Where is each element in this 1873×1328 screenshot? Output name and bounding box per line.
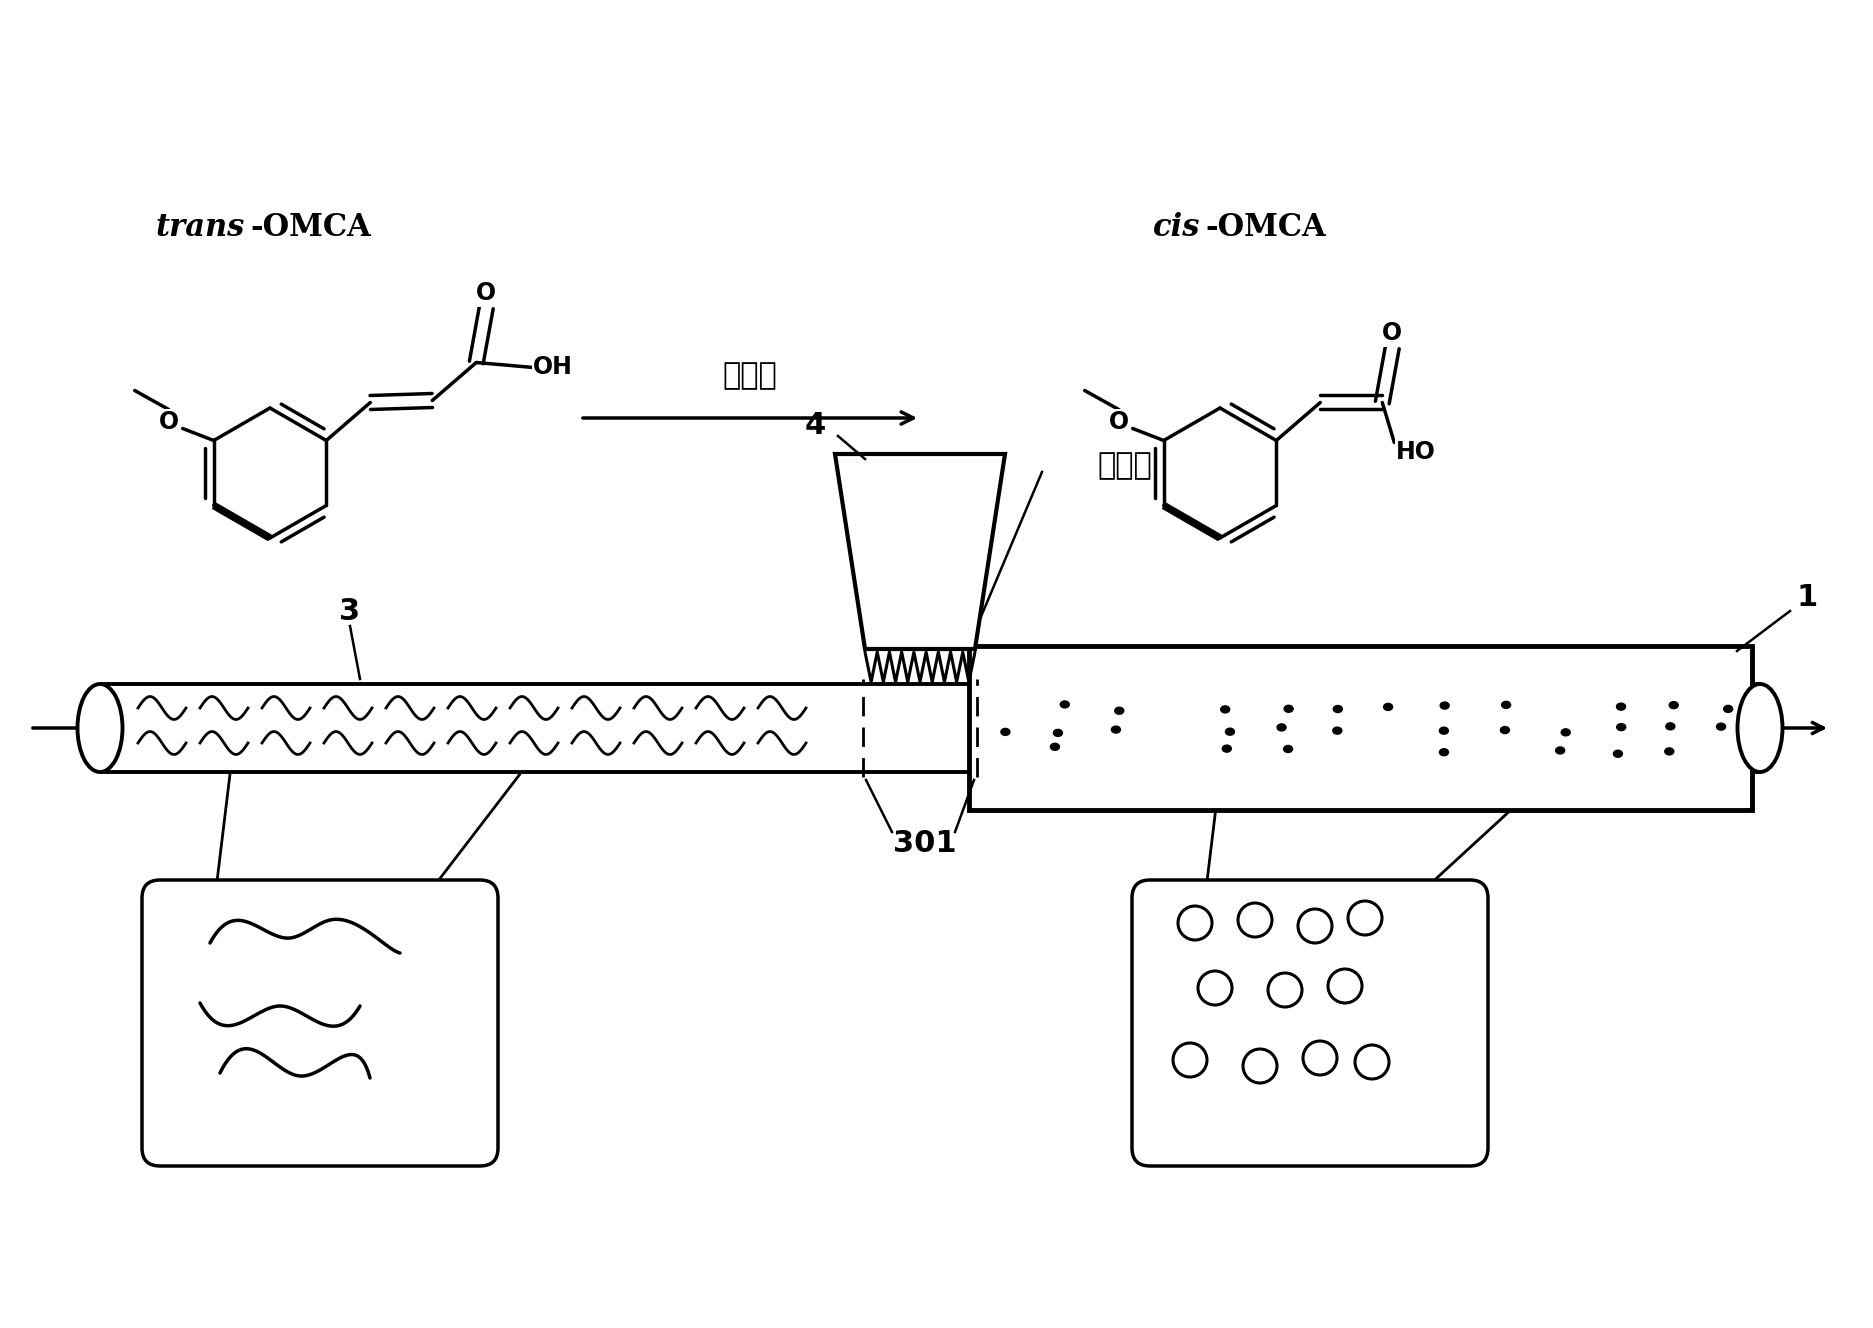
Text: O: O [1382, 321, 1401, 345]
Ellipse shape [1663, 748, 1673, 754]
Text: 紫外光: 紫外光 [1098, 452, 1152, 481]
Ellipse shape [1332, 728, 1341, 734]
Ellipse shape [1723, 705, 1733, 712]
Text: 紫外光: 紫外光 [723, 361, 777, 390]
Text: O: O [159, 410, 178, 434]
Ellipse shape [1225, 728, 1234, 736]
Ellipse shape [1283, 705, 1292, 712]
Ellipse shape [1051, 744, 1058, 750]
Text: -OMCA: -OMCA [1204, 212, 1324, 243]
Ellipse shape [77, 684, 122, 772]
Ellipse shape [1111, 726, 1120, 733]
Ellipse shape [1219, 706, 1229, 713]
Text: OH: OH [534, 356, 573, 380]
Ellipse shape [1276, 724, 1285, 730]
Text: 4: 4 [804, 412, 826, 441]
Ellipse shape [1332, 705, 1341, 713]
Ellipse shape [1438, 749, 1448, 756]
Ellipse shape [1283, 745, 1292, 753]
Ellipse shape [1665, 722, 1674, 730]
Text: HO: HO [1395, 441, 1435, 465]
Ellipse shape [1053, 729, 1062, 737]
Ellipse shape [1736, 684, 1781, 772]
Ellipse shape [1114, 708, 1124, 714]
Text: O: O [476, 282, 496, 305]
FancyBboxPatch shape [1131, 880, 1487, 1166]
Ellipse shape [1221, 745, 1231, 752]
Ellipse shape [1500, 726, 1508, 733]
Text: -OMCA: -OMCA [249, 212, 371, 243]
Bar [968, 645, 1751, 810]
Text: 3: 3 [339, 598, 360, 627]
Ellipse shape [1000, 728, 1010, 736]
Ellipse shape [1060, 701, 1069, 708]
Ellipse shape [1500, 701, 1510, 708]
Ellipse shape [1555, 746, 1564, 754]
Ellipse shape [1716, 724, 1725, 730]
Ellipse shape [1438, 728, 1448, 734]
Ellipse shape [1616, 703, 1624, 710]
Ellipse shape [1616, 724, 1626, 730]
Text: cis: cis [1152, 212, 1199, 243]
Text: 1: 1 [1796, 583, 1817, 612]
Ellipse shape [1382, 704, 1392, 710]
Text: O: O [1109, 410, 1128, 434]
Text: trans: trans [155, 212, 245, 243]
Ellipse shape [1560, 729, 1570, 736]
Ellipse shape [1440, 703, 1448, 709]
Ellipse shape [1613, 750, 1622, 757]
Polygon shape [835, 454, 1004, 649]
FancyBboxPatch shape [142, 880, 498, 1166]
Ellipse shape [1669, 701, 1678, 709]
Text: 301: 301 [893, 830, 957, 858]
